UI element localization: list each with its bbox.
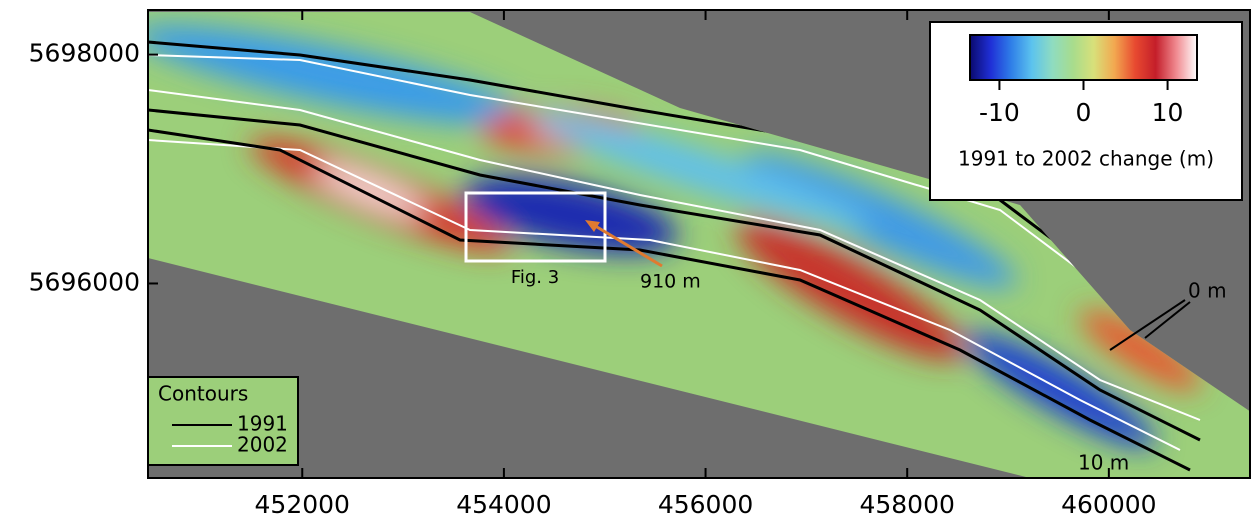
colorbar-tick-label: 0 bbox=[1076, 98, 1092, 127]
legend-label: 2002 bbox=[237, 433, 288, 457]
colorbar-tick-label: 10 bbox=[1152, 98, 1184, 127]
colorbar-tick-label: -10 bbox=[979, 98, 1020, 127]
x-tick-label: 452000 bbox=[255, 490, 350, 519]
x-tick-label: 456000 bbox=[658, 490, 753, 519]
colorbar bbox=[970, 35, 1197, 80]
contour-label: 0 m bbox=[1188, 279, 1227, 303]
colorbar-label: 1991 to 2002 change (m) bbox=[958, 147, 1214, 171]
x-tick-label: 454000 bbox=[456, 490, 551, 519]
x-tick-label: 458000 bbox=[859, 490, 954, 519]
y-tick-label: 5696000 bbox=[29, 267, 140, 296]
x-tick-label: 460000 bbox=[1061, 490, 1156, 519]
figure-box-label: Fig. 3 bbox=[511, 267, 559, 288]
y-tick-label: 5698000 bbox=[29, 39, 140, 68]
contour-label: 10 m bbox=[1078, 451, 1129, 475]
map: 452000 454000 456000 458000 460000 5696000 569… bbox=[0, 0, 1251, 527]
legend-title: Contours bbox=[158, 382, 248, 406]
distance-label: 910 m bbox=[640, 271, 701, 293]
